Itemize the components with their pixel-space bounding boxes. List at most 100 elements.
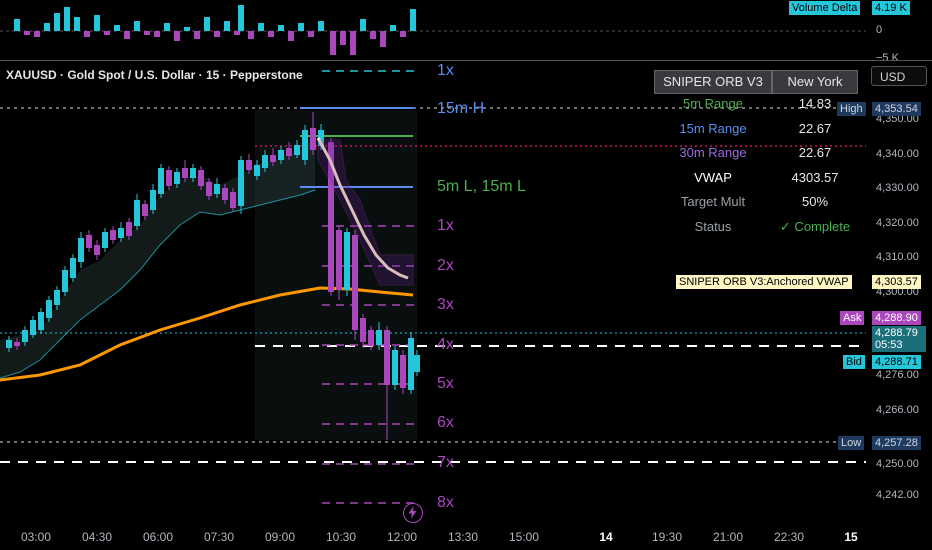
trail-band-line <box>0 189 316 379</box>
price-tick-label: 4,310.00 <box>876 251 919 263</box>
candle-down <box>368 330 374 346</box>
volume-delta-bar <box>380 31 386 47</box>
volume-delta-pane <box>0 5 866 55</box>
volume-delta-bar <box>360 19 366 31</box>
low-tag-label: Low <box>838 436 865 450</box>
volume-delta-bar <box>298 23 304 31</box>
time-tick-label: 12:00 <box>386 530 418 544</box>
price-tick-label: 4,276.00 <box>876 369 919 381</box>
volume-delta-bar <box>288 31 294 41</box>
time-axis[interactable]: 03:00 04:30 06:00 07:30 09:00 10:30 12:00 13:30… <box>0 526 932 550</box>
candle-down <box>110 230 116 240</box>
volume-delta-bar <box>214 31 220 37</box>
mult-label-6x: 6x <box>437 414 454 431</box>
currency-button[interactable]: USD <box>871 66 927 86</box>
candle-up <box>344 232 350 290</box>
candle-up <box>278 150 284 160</box>
volume-delta-bar <box>350 31 356 55</box>
price-chart[interactable] <box>0 61 866 526</box>
candle-up <box>414 355 420 372</box>
candle-up <box>302 130 308 160</box>
anchored-vwap-line <box>316 137 409 280</box>
up-1x-label: 1x <box>437 62 454 79</box>
candle-up <box>392 350 398 385</box>
trail-band-fill <box>0 135 315 378</box>
volume-delta-bar <box>34 31 40 37</box>
orb-row-value: 4303.57 <box>791 169 839 185</box>
price-tick-label: 4,242.00 <box>876 489 919 501</box>
candle-up <box>46 300 52 318</box>
high-tag-value: 4,353.54 <box>872 102 921 116</box>
candle-down <box>222 188 228 200</box>
orb-row-label: Target Mult <box>680 194 746 209</box>
time-tick-label: 15:00 <box>508 530 540 544</box>
ask-tag-label: Ask <box>840 311 865 325</box>
volume-delta-bar <box>204 17 210 31</box>
volume-delta-bar <box>14 19 20 31</box>
time-tick-label: 03:00 <box>20 530 52 544</box>
time-tick-label: 22:30 <box>773 530 805 544</box>
candle-down <box>246 160 252 170</box>
volume-delta-bar <box>84 31 90 37</box>
candle-down <box>270 155 276 162</box>
volume-delta-bar <box>114 25 120 31</box>
volume-delta-bar <box>24 31 30 35</box>
volume-delta-bar <box>74 17 80 31</box>
volume-delta-bar <box>318 21 324 31</box>
volume-delta-bar <box>144 31 150 35</box>
volume-delta-bar <box>308 31 314 37</box>
time-tick-label: 14 <box>599 530 613 544</box>
volume-delta-value: 4.19 K <box>872 1 910 15</box>
candle-down <box>142 204 148 216</box>
volume-delta-bar <box>234 31 240 35</box>
candle-up <box>318 130 324 146</box>
volume-delta-bar <box>94 15 100 31</box>
volume-delta-bar <box>124 31 130 39</box>
bid-tag-label: Bid <box>843 355 865 369</box>
price-tick-label: 4,330.00 <box>876 182 919 194</box>
time-tick-label: 15 <box>844 530 858 544</box>
candle-down <box>126 222 132 236</box>
candle-down <box>198 170 204 186</box>
candle-up <box>158 168 164 194</box>
bid-tag-value: 4,288.71 <box>872 355 921 369</box>
mult-label-8x: 8x <box>437 494 454 511</box>
time-tick-label: 19:30 <box>651 530 683 544</box>
volume-delta-bar <box>268 31 274 37</box>
price-axis[interactable]: 4,350.00 4,340.00 4,330.00 4,320.00 4,310.00… <box>866 61 932 526</box>
time-tick-label: 21:00 <box>712 530 744 544</box>
lightning-icon[interactable] <box>403 503 423 523</box>
candle-up <box>102 232 108 248</box>
time-tick-label: 06:00 <box>142 530 174 544</box>
candle-down <box>400 355 406 388</box>
candle-down <box>336 230 342 290</box>
volume-delta-bar <box>174 31 180 41</box>
mult-label-1x: 1x <box>437 217 454 234</box>
symbol-title[interactable]: XAUUSD · Gold Spot / U.S. Dollar · 15 · … <box>6 68 303 82</box>
volume-delta-bar <box>154 31 160 37</box>
volume-delta-bar <box>44 23 50 31</box>
mult-label-7x: 7x <box>437 454 454 471</box>
candle-down <box>166 170 172 186</box>
candle-down <box>14 342 20 346</box>
mult-label-5x: 5x <box>437 375 454 392</box>
target-band <box>317 139 414 286</box>
volume-delta-label: Volume Delta <box>789 1 861 15</box>
time-tick-label: 04:30 <box>81 530 113 544</box>
candle-up <box>408 338 414 390</box>
pane-separator[interactable] <box>0 60 932 61</box>
vwap-tag-label: SNIPER ORB V3:Anchored VWAP <box>676 275 852 289</box>
orb-row-label: Status <box>694 218 732 234</box>
bar-countdown: 05:53 <box>875 339 903 351</box>
orb-row-value: 14.83 <box>798 96 832 111</box>
ask-tag-value: 4,288.90 <box>872 311 921 325</box>
orb-table-session: New York <box>772 70 858 94</box>
candle-down <box>384 330 390 385</box>
price-tick-label: 4,350.00 <box>876 113 919 125</box>
candle-up <box>214 184 220 194</box>
orb-row-label: 5m Range <box>683 96 743 111</box>
orb-row-label: 15m Range <box>679 120 747 136</box>
candle-up <box>118 228 124 238</box>
candle-down <box>360 318 366 342</box>
candle-down <box>182 168 188 178</box>
